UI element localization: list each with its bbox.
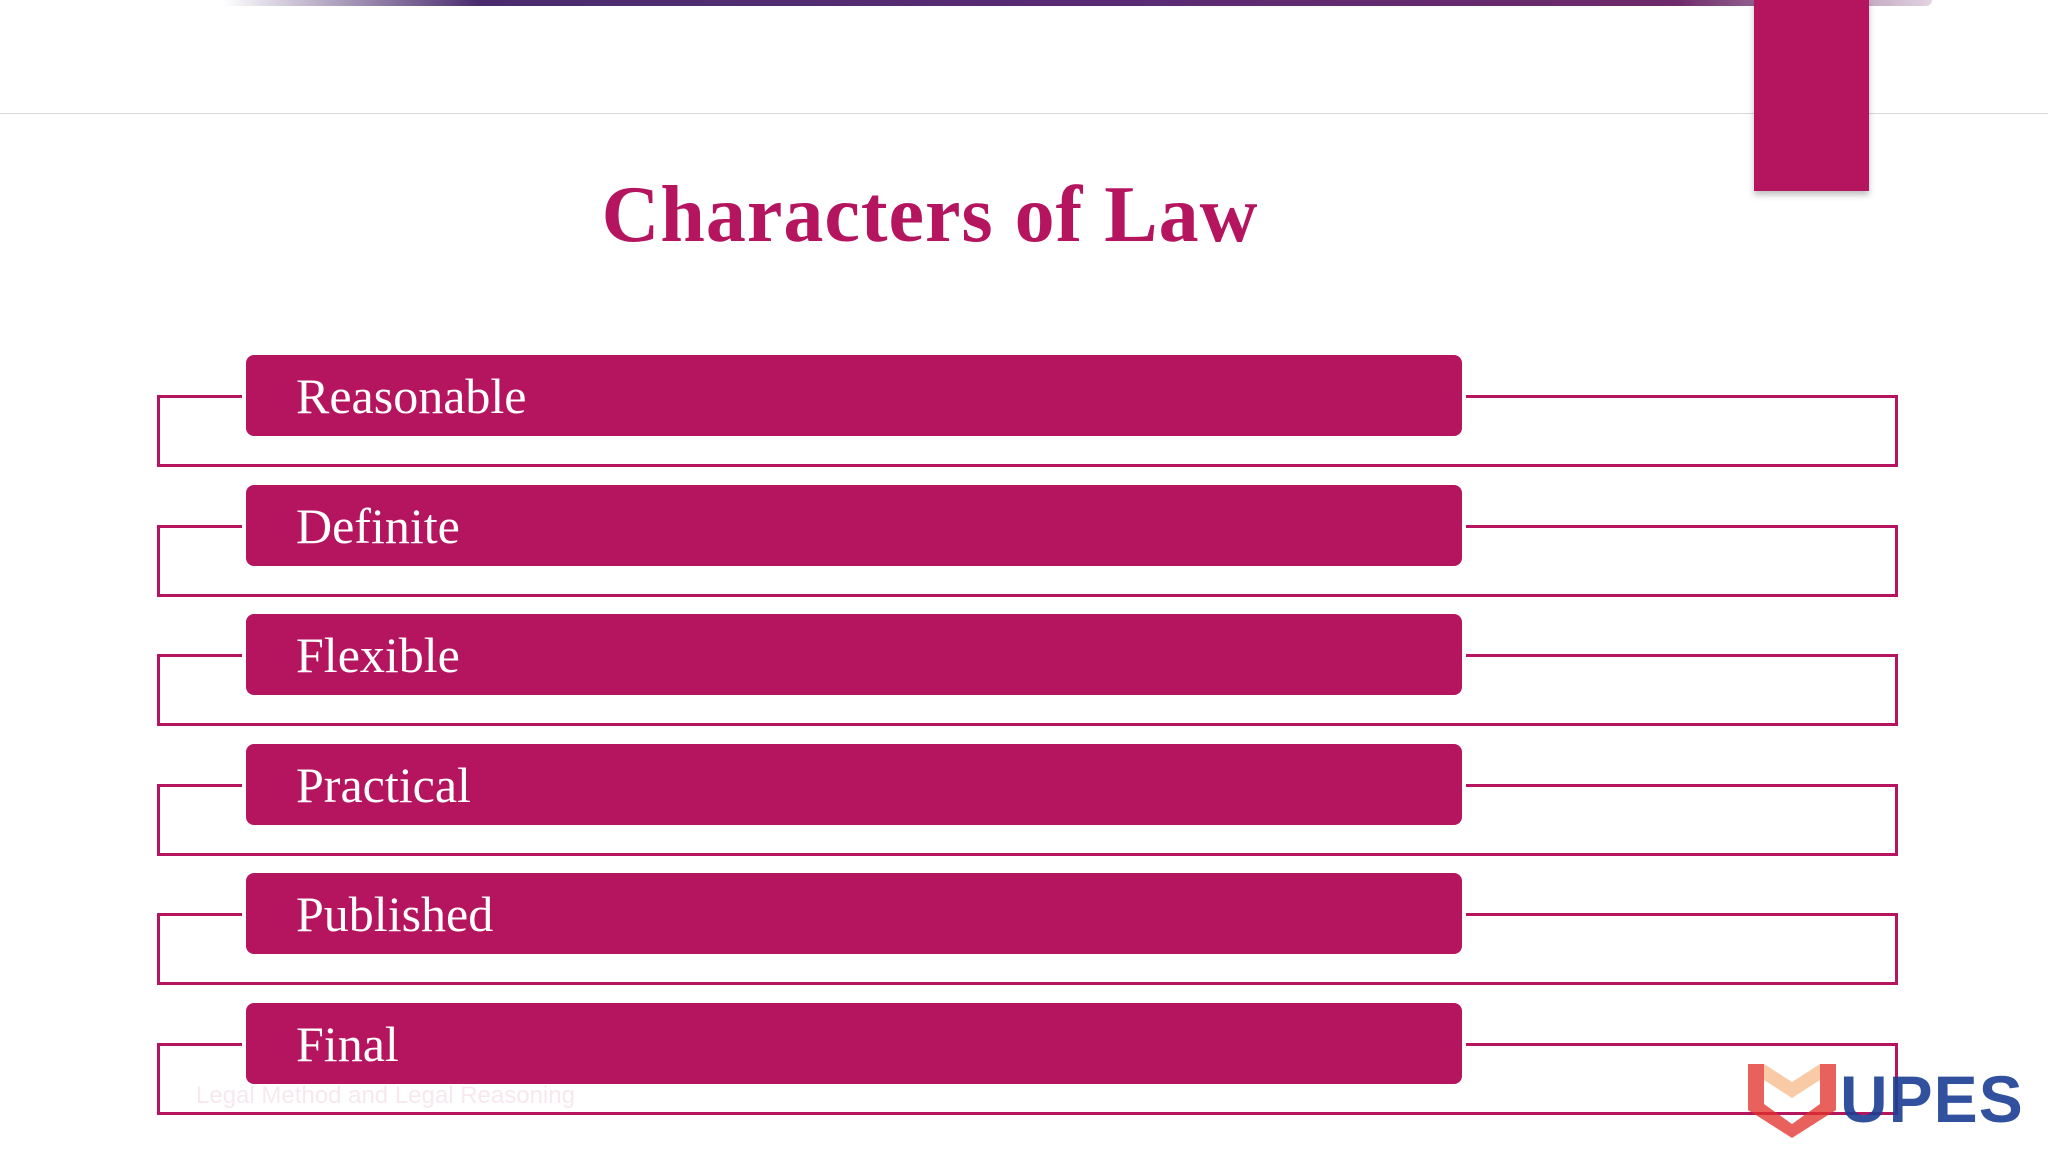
- slide-title: Characters of Law: [601, 171, 1259, 259]
- item-label: Definite: [296, 497, 460, 554]
- corner-accent-tab: [1754, 0, 1869, 191]
- list-item: Final: [0, 1003, 2048, 1123]
- item-bar: Definite: [246, 485, 1462, 566]
- item-label: Final: [296, 1015, 399, 1072]
- footer-course-name: Legal Method and Legal Reasoning: [196, 1082, 575, 1109]
- logo-text: UPES: [1840, 1062, 2024, 1136]
- item-label: Published: [296, 885, 494, 942]
- list-item: Flexible: [0, 614, 2048, 734]
- item-bar: Reasonable: [246, 355, 1462, 436]
- list-item: Definite: [0, 485, 2048, 605]
- item-bar: Final: [246, 1003, 1462, 1084]
- item-label: Practical: [296, 756, 471, 813]
- item-label: Flexible: [296, 626, 460, 683]
- header-divider: [0, 113, 2048, 114]
- item-label: Reasonable: [296, 367, 527, 424]
- upes-logo: UPES: [1742, 1058, 2024, 1140]
- list-item: Reasonable: [0, 355, 2048, 475]
- top-accent-line: [222, 0, 1932, 6]
- upes-shield-icon: [1748, 1064, 1836, 1138]
- list-item: Practical: [0, 744, 2048, 864]
- item-bar: Published: [246, 873, 1462, 954]
- item-bar: Flexible: [246, 614, 1462, 695]
- list-item: Published: [0, 873, 2048, 993]
- item-bar: Practical: [246, 744, 1462, 825]
